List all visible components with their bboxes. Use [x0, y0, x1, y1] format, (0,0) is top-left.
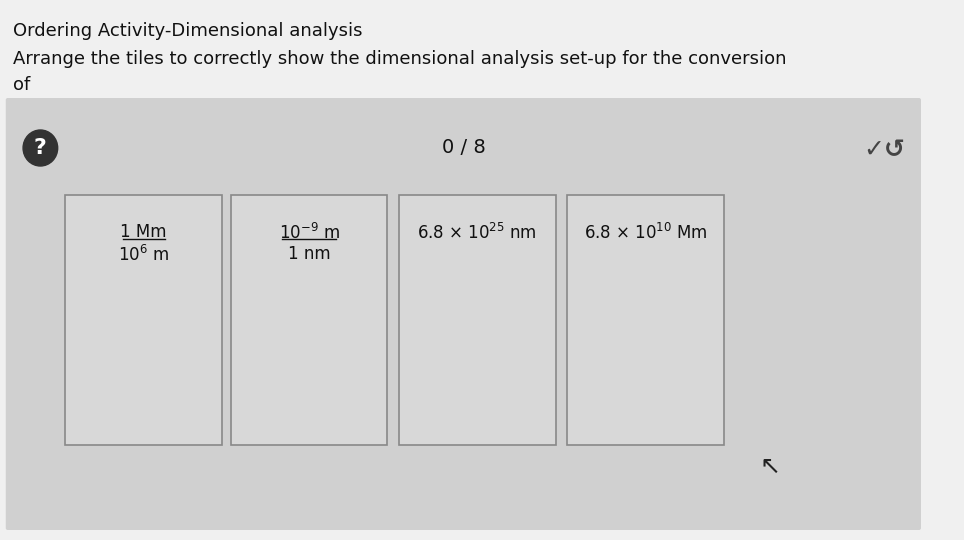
- FancyBboxPatch shape: [567, 195, 724, 445]
- Text: ↖: ↖: [760, 455, 781, 479]
- Text: $10^{-9}$ m: $10^{-9}$ m: [279, 223, 339, 243]
- FancyBboxPatch shape: [230, 195, 388, 445]
- Text: of: of: [13, 76, 31, 94]
- Text: Arrange the tiles to correctly show the dimensional analysis set-up for the conv: Arrange the tiles to correctly show the …: [13, 50, 787, 68]
- Text: 1 Mm: 1 Mm: [120, 223, 167, 241]
- FancyBboxPatch shape: [66, 195, 222, 445]
- FancyBboxPatch shape: [399, 195, 555, 445]
- Text: Ordering Activity-Dimensional analysis: Ordering Activity-Dimensional analysis: [13, 22, 363, 40]
- Text: 6.8 $\times$ $10^{25}$ nm: 6.8 $\times$ $10^{25}$ nm: [417, 223, 537, 243]
- Text: 6.8 $\times$ $10^{10}$ Mm: 6.8 $\times$ $10^{10}$ Mm: [584, 223, 708, 243]
- Text: ?: ?: [34, 138, 47, 158]
- Text: 1 nm: 1 nm: [288, 245, 331, 263]
- FancyBboxPatch shape: [6, 98, 921, 530]
- Text: $10^6$ m: $10^6$ m: [118, 245, 170, 265]
- Circle shape: [23, 130, 58, 166]
- Text: ✓↺: ✓↺: [864, 138, 905, 162]
- Text: 0 / 8: 0 / 8: [442, 138, 485, 157]
